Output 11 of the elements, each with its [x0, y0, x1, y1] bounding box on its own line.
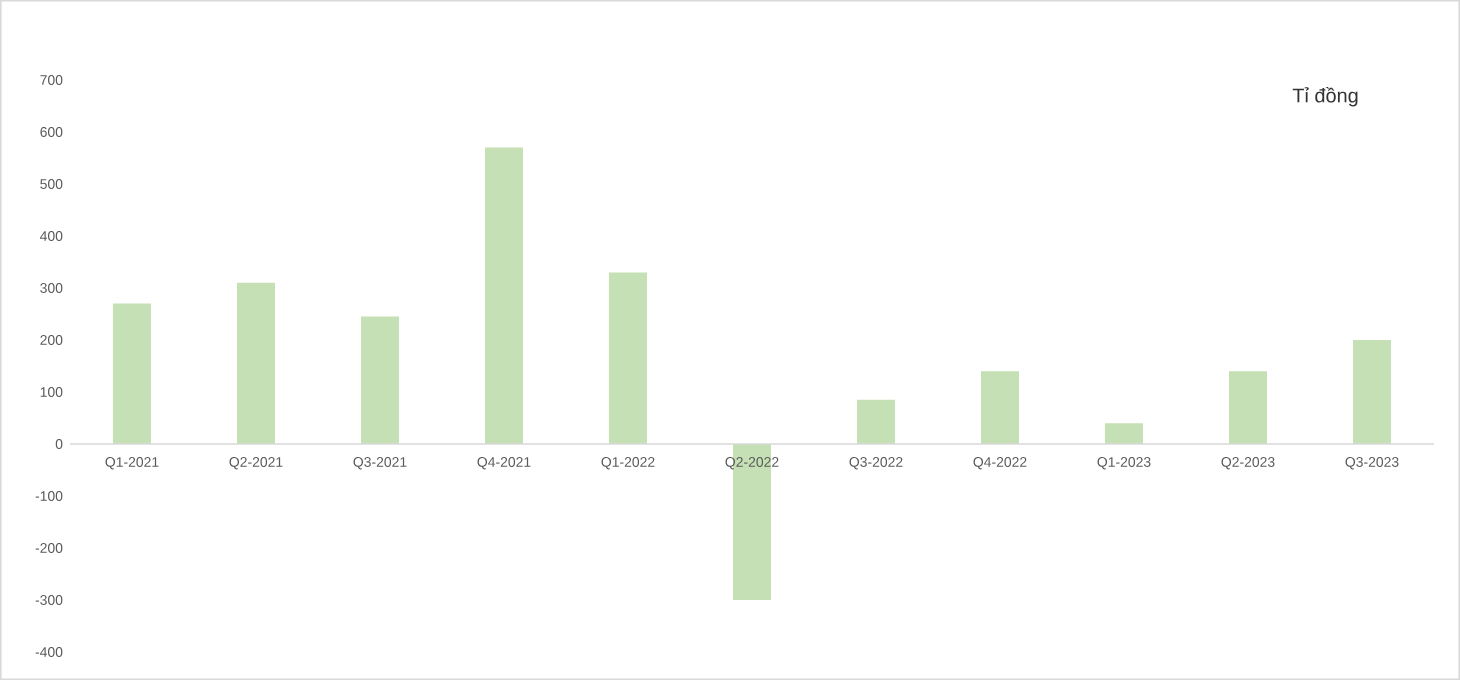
bar: [609, 272, 648, 444]
bar: [1229, 371, 1268, 444]
bar: [113, 303, 151, 444]
annotation: Tỉ đồng: [1292, 87, 1358, 107]
bar: [485, 147, 524, 444]
bar: [237, 282, 275, 444]
bar: [857, 399, 896, 444]
bar: [1353, 340, 1392, 444]
bar: [361, 316, 399, 444]
bar: [1105, 423, 1144, 444]
bar: [981, 371, 1020, 444]
